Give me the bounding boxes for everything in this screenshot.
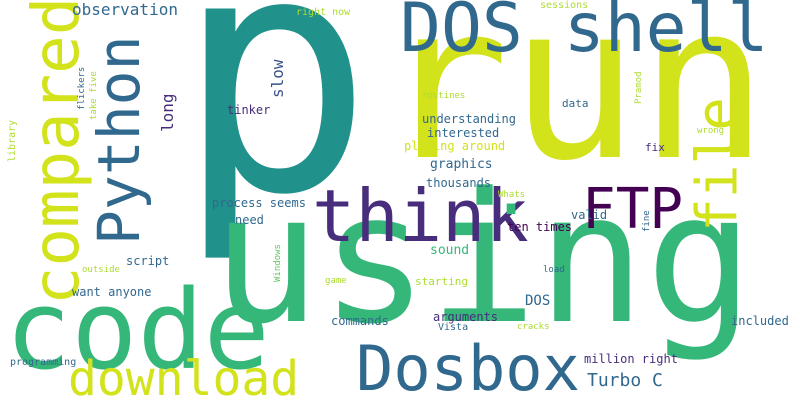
word-game: game — [325, 276, 347, 286]
word-dot: . — [490, 149, 533, 231]
word-load: load — [543, 265, 565, 275]
word-starting: starting — [415, 275, 468, 288]
word-playing: playing around — [404, 139, 506, 153]
word-fix: fix — [645, 141, 665, 154]
word-dosshell: DOS shell — [400, 0, 769, 68]
word-graphics: graphics — [430, 157, 493, 172]
word-library: library — [7, 119, 18, 162]
word-ftp: FTP — [582, 177, 684, 242]
word-whats: Whats — [498, 190, 526, 200]
word-routines: routines — [422, 91, 466, 101]
word-cracks: cracks — [517, 322, 550, 332]
word-rightnow: right now — [296, 7, 351, 18]
word-outside: outside — [82, 265, 120, 275]
word-fine: fine — [642, 210, 652, 232]
word-process: process seems — [212, 196, 306, 210]
word-think: think — [312, 174, 529, 258]
word-sound: sound — [430, 243, 470, 258]
word-tinker: tinker — [227, 103, 271, 117]
word-wrong: wrong — [697, 126, 725, 136]
word-dos: DOS — [525, 293, 551, 309]
word-long: long — [158, 93, 177, 132]
word-pramod: Pramod — [634, 71, 644, 104]
word-takefive: take five — [89, 71, 99, 120]
word-commands: commands — [331, 314, 389, 328]
word-wantanyone: want anyone — [72, 285, 152, 299]
word-interested: interested — [427, 126, 500, 140]
word-flickers: flickers — [77, 66, 87, 110]
word-script: script — [126, 254, 170, 268]
word-python: Python — [85, 35, 153, 245]
word-p: p — [175, 0, 374, 267]
word-vista: Vista — [438, 322, 469, 333]
word-code: code — [5, 266, 270, 394]
word-arguments: arguments — [433, 310, 499, 324]
word-observation: observation — [72, 0, 178, 19]
word-sessions: sessions — [540, 0, 589, 11]
word-file: file — [685, 97, 750, 232]
word-thousands: thousands — [426, 176, 492, 190]
word-compared: compared — [20, 0, 94, 305]
word-million: million right — [584, 352, 678, 366]
word-need: need — [235, 213, 264, 227]
word-run: run — [380, 0, 769, 208]
word-turboc: Turbo C — [587, 370, 663, 391]
word-tentimes: ten times — [507, 220, 573, 234]
word-programming: programming — [10, 357, 77, 368]
word-understanding: understanding — [422, 112, 516, 126]
word-data: data — [562, 97, 589, 110]
word-dosbox: Dosbox — [356, 332, 580, 400]
word-using: using — [212, 155, 754, 364]
word-slow: slow — [268, 59, 287, 98]
word-included: included — [731, 314, 789, 328]
word-download: download — [68, 351, 300, 400]
word-valid: valid — [571, 208, 608, 222]
word-windows: Windows — [273, 244, 283, 282]
